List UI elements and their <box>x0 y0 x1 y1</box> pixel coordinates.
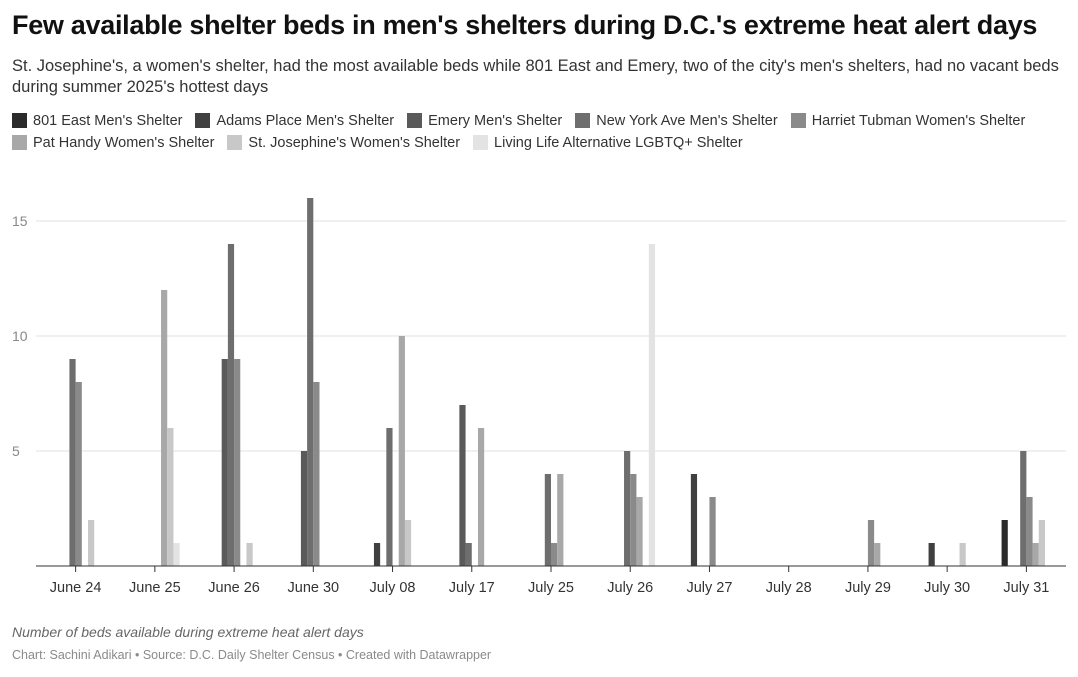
bar <box>75 382 82 566</box>
bar <box>465 543 472 566</box>
bar <box>874 543 881 566</box>
x-tick-label: July 26 <box>607 580 653 596</box>
bar <box>459 405 466 566</box>
legend-label: St. Josephine's Women's Shelter <box>248 134 461 151</box>
y-tick-label: 15 <box>12 213 28 229</box>
bar <box>1001 520 1008 566</box>
bar <box>630 474 637 566</box>
chart-title: Few available shelter beds in men's shel… <box>12 10 1038 40</box>
bar <box>928 543 935 566</box>
bar <box>221 359 228 566</box>
bar <box>1026 497 1033 566</box>
bar <box>1020 451 1027 566</box>
x-tick-label: June 24 <box>50 580 102 596</box>
bar-chart: 5 10 15 June 24 June 25 June 26 June 30 July 08… <box>12 198 1066 596</box>
legend-label: Emery Men's Shelter <box>428 112 563 129</box>
bar <box>161 290 168 566</box>
legend-swatch <box>12 113 27 128</box>
legend-label: Adams Place Men's Shelter <box>216 112 395 129</box>
chart-legend: 801 East Men's Shelter Adams Place Men's … <box>12 110 1072 154</box>
bar <box>477 428 485 566</box>
bar <box>300 451 308 566</box>
legend-label: Living Life Alternative LGBTQ+ Shelter <box>494 134 743 151</box>
x-tick-label: June 30 <box>288 580 340 596</box>
bar <box>1038 520 1045 566</box>
bar <box>867 520 875 566</box>
legend-item: St. Josephine's Women's Shelter <box>227 132 460 153</box>
bar <box>690 474 698 566</box>
y-tick-label: 5 <box>12 443 20 459</box>
legend-swatch <box>227 135 243 150</box>
legend-swatch <box>407 113 423 128</box>
bar <box>69 359 76 566</box>
bar <box>234 359 241 566</box>
legend-swatch <box>790 113 806 128</box>
legend-label: 801 East Men's Shelter <box>33 112 183 129</box>
x-tick-label: June 26 <box>208 580 260 596</box>
bar <box>307 198 314 566</box>
x-tick-label: July 29 <box>845 580 891 596</box>
bar <box>167 428 174 566</box>
bar <box>398 336 405 566</box>
legend-label: New York Ave Men's Shelter <box>596 112 778 129</box>
legend-item: Pat Handy Women's Shelter <box>12 132 214 153</box>
bar <box>551 543 558 566</box>
bar <box>544 474 551 566</box>
bar <box>648 244 656 566</box>
bar <box>404 520 412 566</box>
x-tick-label: July 08 <box>370 580 416 596</box>
bar <box>173 543 180 566</box>
legend-item: Living Life Alternative LGBTQ+ Shelter <box>473 132 743 153</box>
bar <box>246 543 253 566</box>
bar <box>1032 543 1039 566</box>
bar <box>624 451 631 566</box>
bar <box>88 520 95 566</box>
bar <box>313 382 320 566</box>
x-tick-label: June 25 <box>129 580 181 596</box>
legend-swatch <box>473 135 489 150</box>
chart-credit: Chart: Sachini Adikari • Source: D.C. Da… <box>12 648 492 662</box>
x-tick-label: July 27 <box>686 580 732 596</box>
x-tick-label: July 17 <box>449 580 495 596</box>
bar <box>373 543 381 566</box>
legend-label: Pat Handy Women's Shelter <box>33 134 215 151</box>
legend-item: Emery Men's Shelter <box>407 110 562 131</box>
legend-swatch <box>195 113 211 128</box>
chart-subtitle: St. Josephine's, a women's shelter, had … <box>12 57 1059 96</box>
bar <box>636 497 643 566</box>
x-tick-label: July 30 <box>924 580 970 596</box>
bar <box>557 474 564 566</box>
legend-item: New York Ave Men's Shelter <box>575 110 778 131</box>
x-tick-label: July 25 <box>528 580 574 596</box>
bar <box>709 497 716 566</box>
legend-item: 801 East Men's Shelter <box>12 110 182 131</box>
legend-swatch <box>575 113 591 128</box>
bar <box>227 244 235 566</box>
bar <box>959 543 966 566</box>
legend-label: Harriet Tubman Women's Shelter <box>811 112 1026 129</box>
chart-note: Number of beds available during extreme … <box>12 624 364 640</box>
bar <box>386 428 393 566</box>
legend-item: Harriet Tubman Women's Shelter <box>790 110 1026 131</box>
x-tick-label: July 31 <box>1003 580 1049 596</box>
legend-item: Adams Place Men's Shelter <box>195 110 394 131</box>
x-tick-label: July 28 <box>766 580 812 596</box>
y-tick-label: 10 <box>12 328 28 344</box>
legend-swatch <box>12 135 27 150</box>
